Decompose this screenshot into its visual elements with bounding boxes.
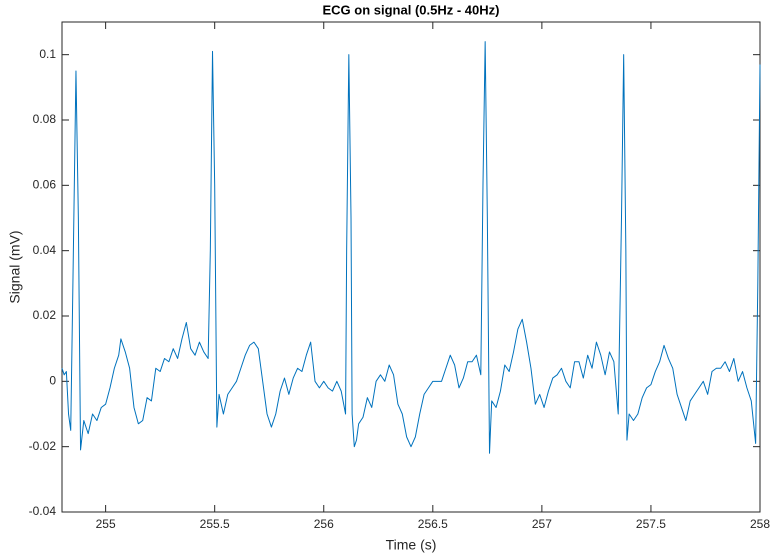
x-tick-label: 256 [314, 517, 334, 531]
x-tick-label: 256.5 [418, 517, 448, 531]
y-tick-label: 0.04 [33, 243, 57, 257]
x-tick-label: 258 [750, 517, 770, 531]
y-axis-label: Signal (mV) [7, 230, 23, 303]
y-tick-label: 0.02 [33, 308, 57, 322]
x-axis-label: Time (s) [386, 537, 437, 553]
y-tick-label: -0.02 [29, 439, 57, 453]
axes-box [61, 21, 761, 513]
chart-title: ECG on signal (0.5Hz - 40Hz) [323, 2, 500, 17]
y-tick-label: 0.06 [33, 178, 57, 192]
signal-line [61, 41, 761, 454]
y-tick-label: 0.08 [33, 112, 57, 126]
y-tick-label: 0 [49, 374, 56, 388]
x-tick-label: 257 [532, 517, 552, 531]
x-tick-label: 257.5 [636, 517, 666, 531]
x-tick-label: 255 [96, 517, 116, 531]
y-tick-label: -0.04 [29, 504, 57, 518]
x-tick-label: 255.5 [200, 517, 230, 531]
y-tick-label: 0.1 [39, 47, 56, 61]
